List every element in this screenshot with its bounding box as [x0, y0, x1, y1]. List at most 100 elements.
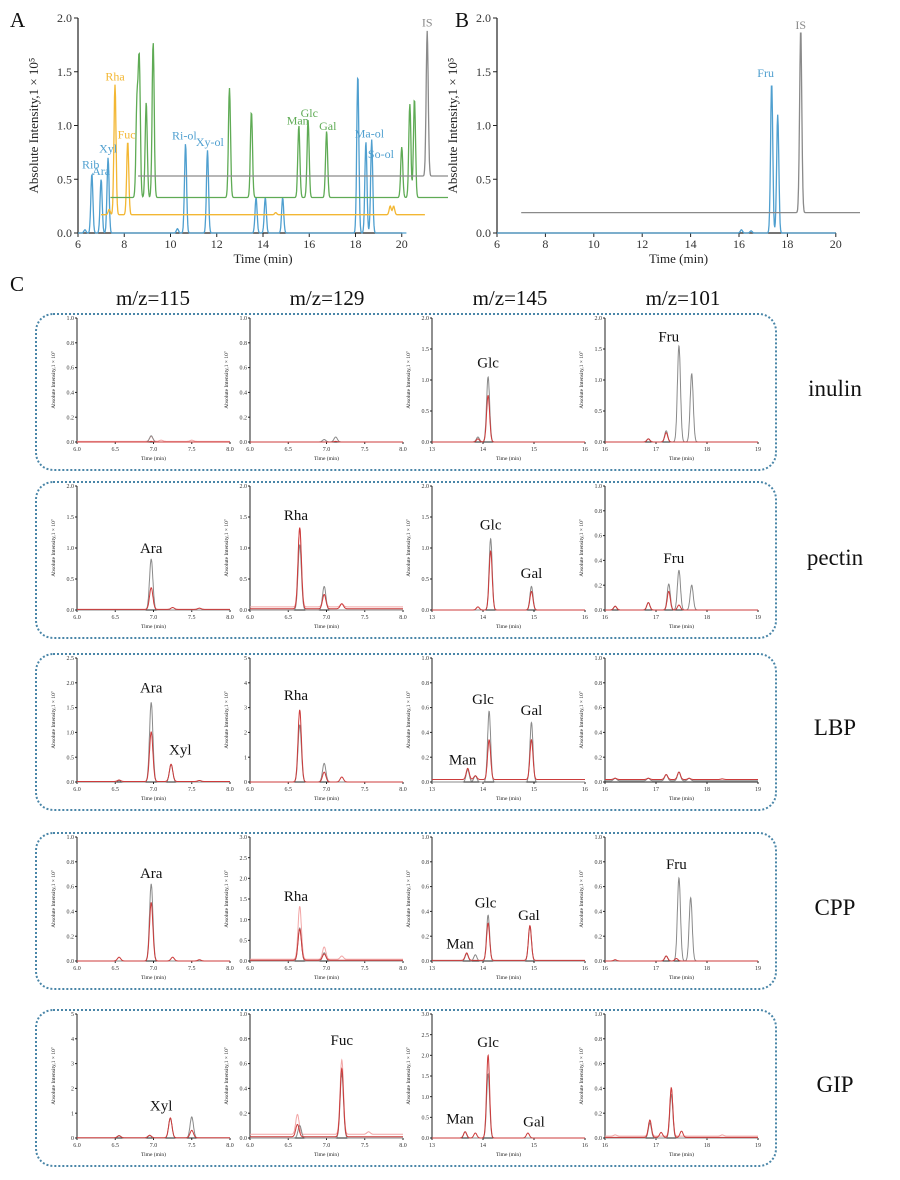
- x-tick-label: 6.5: [285, 615, 293, 621]
- x-tick-label: 6.5: [112, 447, 120, 453]
- x-axis-title: Time (min): [141, 455, 166, 462]
- y-tick-label: 0.6: [67, 366, 75, 372]
- x-axis-title: Time (min): [669, 623, 694, 630]
- chart-inulin-101: 16 17 18 19 0.0 0.5 1.0 1.5 2.0 Time (min) Absolut…: [579, 316, 761, 462]
- series-line-1: [605, 955, 758, 962]
- y-tick-label: 2.0: [240, 876, 248, 882]
- y-tick-label: 0.0: [240, 608, 248, 614]
- y-tick-label: 2.0: [476, 11, 491, 25]
- series-line-0: [250, 724, 403, 783]
- chart-GIP-115: 6.0 6.5 7.0 7.5 8.0 0 1 2 3 4 5 Time (min) Absolute …: [51, 1012, 234, 1158]
- y-tick-label: 1.0: [67, 731, 75, 737]
- x-tick-label: 16: [602, 787, 608, 793]
- series-line-2: [250, 1067, 403, 1138]
- series-line-0: [432, 914, 585, 962]
- y-axis-title: Absolute Intensity,1 × 10⁷: [224, 519, 230, 577]
- x-tick-label: 18: [704, 447, 710, 453]
- y-tick-label: 0.6: [422, 885, 430, 891]
- y-tick-label: 0.5: [422, 409, 430, 415]
- series-line-1: [77, 587, 230, 610]
- peak-label: Fru: [663, 551, 684, 567]
- x-tick-label: 16: [582, 787, 588, 793]
- x-tick-label: 15: [531, 447, 537, 453]
- chart-pectin-101: 16 17 18 19 0.0 0.2 0.4 0.6 0.8 1.0 Time (min) Abso…: [579, 484, 761, 630]
- x-tick-label: 6.0: [73, 966, 81, 972]
- chart-pectin-145: 13 14 15 16 0.0 0.5 1.0 1.5 2.0 Time (min) Absolut…: [406, 484, 588, 630]
- y-tick-label: 0.0: [240, 959, 248, 965]
- y-tick-label: 2.5: [422, 1033, 430, 1039]
- y-tick-label: 0.0: [595, 780, 603, 786]
- x-tick-label: 8: [121, 237, 127, 251]
- y-tick-label: 1.0: [595, 656, 603, 662]
- y-tick-label: 0.5: [67, 755, 75, 761]
- y-tick-label: 0.2: [595, 583, 603, 589]
- x-tick-label: 8.0: [399, 966, 407, 972]
- y-axis-title: Absolute Intensity,1 × 10⁷: [224, 870, 230, 928]
- x-tick-label: 18: [781, 237, 793, 251]
- peak-label: Rha: [284, 688, 309, 704]
- y-tick-label: 0.8: [595, 1037, 603, 1043]
- chart-CPP-129: 6.0 6.5 7.0 7.5 8.0 0.0 0.5 1.0 1.5 2.0 2.5 3.0 Time…: [224, 835, 407, 981]
- x-tick-label: 19: [755, 1143, 761, 1149]
- y-tick-label: 0.0: [595, 440, 603, 446]
- x-tick-label: 7.0: [323, 1143, 331, 1149]
- panel-label-a: A: [10, 8, 26, 32]
- series-line-1: [432, 922, 585, 961]
- x-tick-label: 6.5: [112, 1143, 120, 1149]
- y-tick-label: 1.5: [595, 347, 603, 353]
- series-line-1: [432, 394, 585, 443]
- y-tick-label: 0.8: [67, 860, 75, 866]
- y-tick-label: 1.5: [67, 706, 75, 712]
- x-axis-title: Time (min): [314, 623, 339, 630]
- x-tick-label: 14: [480, 447, 486, 453]
- panel-label-c: C: [10, 272, 25, 296]
- y-tick-label: 1.0: [595, 1012, 603, 1018]
- peak-label: Gal: [518, 908, 540, 924]
- x-tick-label: 8.0: [226, 447, 234, 453]
- y-tick-label: 1.5: [240, 897, 248, 903]
- x-tick-label: 6.0: [73, 787, 81, 793]
- x-tick-label: 14: [480, 787, 486, 793]
- series-line-1: [432, 550, 585, 611]
- y-tick-label: 0.0: [476, 226, 491, 240]
- x-tick-label: 6.5: [112, 615, 120, 621]
- peak-label: IS: [422, 16, 433, 30]
- peak-label: Rha: [284, 508, 309, 524]
- x-tick-label: 7.0: [323, 615, 331, 621]
- x-tick-label: 8: [542, 237, 548, 251]
- series-line-1: [521, 32, 860, 214]
- y-axis-title: Absolute Intensity,1 × 10⁷: [579, 691, 585, 749]
- y-axis-title: Absolute Intensity,1 × 10⁷: [406, 1047, 412, 1105]
- series-line-0: [605, 344, 758, 443]
- y-tick-label: 0.2: [595, 755, 603, 761]
- y-tick-label: 1.0: [240, 918, 248, 924]
- x-tick-label: 15: [531, 615, 537, 621]
- x-tick-label: 19: [755, 787, 761, 793]
- series-line-1: [77, 1117, 230, 1139]
- x-tick-label: 6: [75, 237, 81, 251]
- peak-label: Xyl: [169, 743, 192, 759]
- x-tick-label: 7.5: [361, 966, 369, 972]
- y-tick-label: 0.0: [595, 1136, 603, 1142]
- x-tick-label: 8.0: [399, 787, 407, 793]
- y-tick-label: 2.0: [422, 316, 430, 322]
- chart-CPP-145: 13 14 15 16 0.0 0.2 0.4 0.6 0.8 1.0 Time (min) Abso…: [406, 835, 588, 981]
- peak-label: Glc: [477, 1035, 499, 1051]
- row-box-lbp: [35, 653, 777, 811]
- x-tick-label: 16: [582, 615, 588, 621]
- y-tick-label: 1.5: [240, 515, 248, 521]
- chart-pectin-129: 6.0 6.5 7.0 7.5 8.0 0.0 0.5 1.0 1.5 2.0 Time (min)…: [224, 484, 407, 630]
- series-line-1: [250, 544, 403, 611]
- series-line-1: [250, 709, 403, 783]
- x-tick-label: 16: [582, 966, 588, 972]
- row-label-gip: GIP: [816, 1072, 854, 1097]
- x-tick-label: 17: [653, 1143, 659, 1149]
- x-tick-label: 20: [396, 237, 408, 251]
- x-tick-label: 7.5: [188, 615, 196, 621]
- peak-label: So-ol: [368, 147, 395, 161]
- y-axis-title: Absolute Intensity,1 × 10⁷: [579, 1047, 585, 1105]
- chart-CPP-101: 16 17 18 19 0.0 0.2 0.4 0.6 0.8 1.0 Time (min) Abso…: [579, 835, 761, 981]
- x-axis-title: Time (min): [496, 623, 521, 630]
- x-tick-label: 7.0: [323, 787, 331, 793]
- x-tick-label: 13: [429, 787, 435, 793]
